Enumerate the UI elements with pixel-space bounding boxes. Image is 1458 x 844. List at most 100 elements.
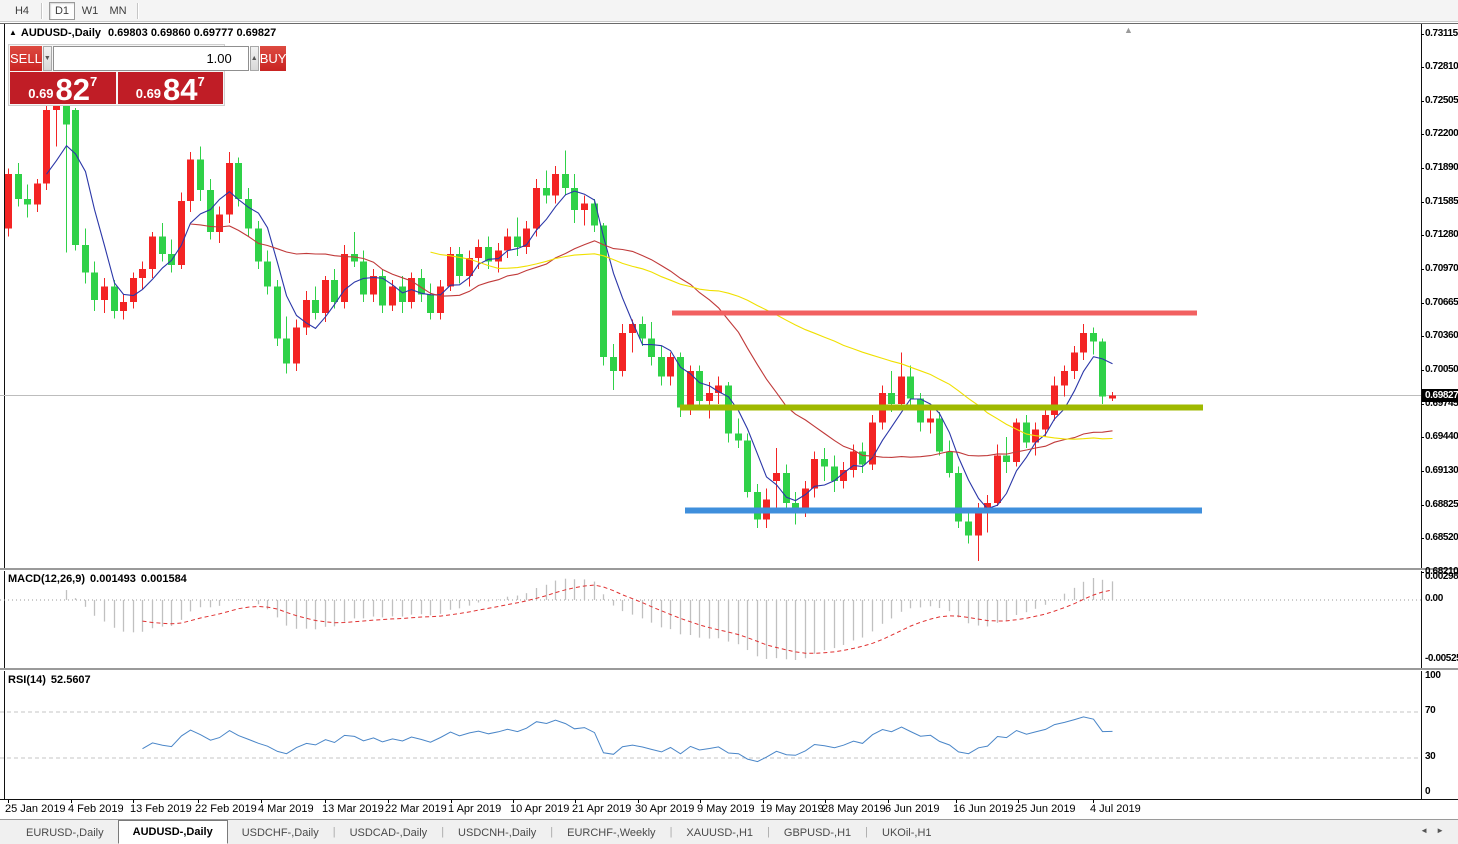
rsi-scale-label: 30 bbox=[1425, 751, 1436, 763]
candle-bull bbox=[341, 253, 348, 303]
date-tick bbox=[513, 800, 514, 803]
main-chart-pane[interactable] bbox=[0, 24, 1421, 568]
candle-bear bbox=[1099, 341, 1106, 397]
date-tick bbox=[700, 800, 701, 803]
candle-bear bbox=[783, 473, 790, 503]
timeframe-button-mn[interactable]: MN bbox=[109, 4, 127, 17]
candle-bear bbox=[82, 245, 89, 273]
candle-bear bbox=[456, 253, 463, 276]
date-axis-label: 28 May 2019 bbox=[822, 803, 886, 815]
candle-bear bbox=[72, 110, 79, 246]
tab-scroll-left-icon[interactable]: ◄ bbox=[1420, 826, 1437, 835]
candle-bull bbox=[447, 253, 454, 287]
date-tick bbox=[198, 800, 199, 803]
date-axis-label: 13 Mar 2019 bbox=[322, 803, 384, 815]
candle-bull bbox=[687, 371, 694, 408]
date-tick bbox=[638, 800, 639, 803]
price-axis-label: 0.71890 bbox=[1420, 162, 1458, 174]
candle-bull bbox=[975, 510, 982, 536]
volume-decrease-button[interactable]: ▼ bbox=[42, 46, 52, 71]
candle-bull bbox=[898, 376, 905, 405]
price-axis-label: 0.69440 bbox=[1420, 431, 1458, 443]
tab-usdcnh-daily[interactable]: USDCNH-,Daily bbox=[458, 827, 537, 839]
sell-price-box[interactable]: 0.69 82 7 bbox=[10, 72, 116, 105]
price-axis-label: 0.70360 bbox=[1420, 330, 1458, 342]
candle-bear bbox=[418, 277, 425, 295]
macd-name: MACD(12,26,9) bbox=[8, 573, 86, 585]
candle-bull bbox=[5, 173, 12, 229]
date-tick bbox=[575, 800, 576, 803]
buy-price-prefix: 0.69 bbox=[135, 86, 162, 101]
price-axis-label: 0.68210 bbox=[1420, 566, 1458, 577]
candle-bear bbox=[821, 458, 828, 467]
candle-bull bbox=[293, 327, 300, 364]
chart-symbol-label: AUDUSD-,Daily bbox=[20, 27, 101, 39]
date-tick bbox=[388, 800, 389, 803]
candle-bear bbox=[907, 376, 914, 399]
candle-bear bbox=[965, 521, 972, 536]
macd-main-value: 0.001493 bbox=[90, 573, 136, 585]
candle-bull bbox=[629, 324, 636, 333]
candle-bear bbox=[562, 173, 569, 189]
tab-ukoil-h1[interactable]: UKOil-,H1 bbox=[882, 827, 932, 839]
timeframe-button-h4[interactable]: H4 bbox=[14, 4, 30, 17]
chart-frame-bottom bbox=[0, 799, 1458, 800]
candle-bull bbox=[706, 393, 713, 401]
candle-bear bbox=[312, 299, 319, 314]
macd-signal-line bbox=[142, 584, 1113, 654]
price-axis-label: 0.71280 bbox=[1420, 229, 1458, 241]
candle-bear bbox=[744, 440, 751, 492]
candle-bear bbox=[888, 393, 895, 405]
support-resistance-line bbox=[680, 404, 1203, 411]
candle-bull bbox=[322, 280, 329, 314]
rsi-pane-divider[interactable] bbox=[0, 668, 1458, 671]
sell-button[interactable]: SELL bbox=[10, 46, 42, 71]
candle-bull bbox=[216, 214, 223, 232]
tab-eurusd-daily[interactable]: EURUSD-,Daily bbox=[26, 827, 104, 839]
timeframe-button-d1[interactable]: D1 bbox=[49, 1, 75, 20]
tab-usdcad-daily[interactable]: USDCAD-,Daily bbox=[349, 827, 428, 839]
macd-pane-divider[interactable] bbox=[0, 568, 1458, 571]
ma-line-20 bbox=[190, 223, 1113, 458]
candle-bull bbox=[1013, 422, 1020, 463]
tab-eurchf-weekly[interactable]: EURCHF-,Weekly bbox=[567, 827, 656, 839]
date-axis-label: 4 Feb 2019 bbox=[68, 803, 124, 815]
candle-bear bbox=[591, 203, 598, 226]
macd-pane[interactable] bbox=[0, 571, 1421, 668]
candle-bear bbox=[255, 228, 262, 262]
tab-usdchf-daily[interactable]: USDCHF-,Daily bbox=[241, 827, 319, 839]
candle-bull bbox=[53, 105, 60, 111]
candle-bull bbox=[187, 159, 194, 202]
candle-bear bbox=[274, 286, 281, 339]
candle-bear bbox=[610, 356, 617, 372]
tab-gbpusd-h1[interactable]: GBPUSD-,H1 bbox=[783, 827, 852, 839]
buy-button[interactable]: BUY bbox=[259, 46, 287, 71]
date-axis-label: 6 Jun 2019 bbox=[885, 803, 940, 815]
price-axis-label: 0.71585 bbox=[1420, 195, 1458, 207]
tab-audusd-daily[interactable]: AUDUSD-,Daily bbox=[117, 820, 228, 844]
candle-bull bbox=[1042, 415, 1049, 430]
tab-scroll-right-icon[interactable]: ► bbox=[1436, 826, 1452, 835]
chart-title: ▲ AUDUSD-,Daily 0.69803 0.69860 0.69777 0.… bbox=[9, 27, 276, 39]
buy-price-box[interactable]: 0.69 84 7 bbox=[117, 72, 223, 105]
candle-bull bbox=[43, 110, 50, 184]
candle-bear bbox=[831, 466, 838, 481]
tab-xauusd-h1[interactable]: XAUUSD-,H1 bbox=[686, 827, 754, 839]
volume-increase-button[interactable]: ▲ bbox=[249, 46, 259, 71]
date-axis-label: 1 Apr 2019 bbox=[448, 803, 502, 815]
chart-shift-marker-icon[interactable]: ▲ bbox=[1124, 25, 1133, 35]
candle-bear bbox=[1003, 455, 1010, 463]
date-tick bbox=[451, 800, 452, 803]
tab-separator: | bbox=[865, 826, 869, 838]
sell-price-pip: 7 bbox=[90, 74, 98, 89]
volume-input[interactable] bbox=[52, 46, 249, 71]
candle-bear bbox=[955, 473, 962, 522]
date-axis[interactable]: 25 Jan 2019 4 Feb 2019 13 Feb 2019 22 Feb 2… bbox=[0, 800, 1458, 819]
macd-scale-label: 0.002984 bbox=[1425, 571, 1458, 582]
tab-separator: | bbox=[441, 826, 445, 838]
candle-bull bbox=[101, 286, 108, 300]
rsi-pane[interactable] bbox=[0, 671, 1421, 799]
collapse-triangle-icon[interactable]: ▲ bbox=[9, 28, 17, 37]
timeframe-button-w1[interactable]: W1 bbox=[81, 4, 99, 17]
date-axis-label: 4 Mar 2019 bbox=[258, 803, 314, 815]
